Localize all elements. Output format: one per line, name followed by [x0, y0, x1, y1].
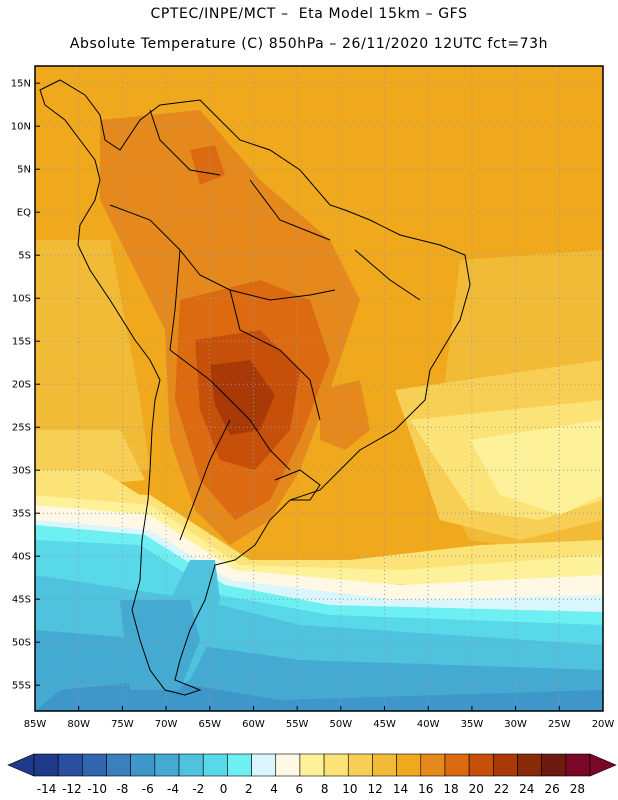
- colorbar-swatch: [202, 753, 228, 777]
- colorbar-label: 16: [418, 782, 433, 796]
- colorbar-label: 24: [519, 782, 534, 796]
- colorbar-label: -8: [116, 782, 128, 796]
- colorbar-label: 22: [494, 782, 509, 796]
- colorbar-label: 12: [368, 782, 383, 796]
- lat-label: 10N: [11, 122, 31, 133]
- lon-label: 65W: [198, 719, 221, 730]
- colorbar-swatch: [396, 753, 422, 777]
- longitude-labels: 85W 80W 75W 70W 65W 60W 55W 50W 45W 40W 35W 30W 25W 2…: [24, 706, 615, 730]
- colorbar-swatch: [420, 753, 446, 777]
- lat-label: 25S: [12, 423, 31, 434]
- colorbar-swatch: [444, 753, 470, 777]
- colorbar-swatch: [154, 753, 180, 777]
- lon-label: 70W: [155, 719, 178, 730]
- lat-label: 30S: [12, 466, 31, 477]
- lat-label: EQ: [17, 208, 31, 219]
- lat-label: 55S: [12, 681, 31, 692]
- lat-label: 5S: [18, 251, 31, 262]
- lat-label: 45S: [12, 595, 31, 606]
- lat-label: 35S: [12, 509, 31, 520]
- colorbar-swatch: [493, 753, 518, 777]
- chart-title: CPTEC/INPE/MCT – Eta Model 15km – GFS: [150, 6, 468, 22]
- colorbar-label: 26: [544, 782, 559, 796]
- colorbar: -14 -12 -10 -8 -6 -4 -2 0 2 4 6 8 10 12 14 16 18 20 22 24 26…: [7, 753, 617, 796]
- colorbar-label: 0: [220, 782, 228, 796]
- colorbar-swatch: [227, 753, 252, 777]
- latitude-labels: 15N 10N 5N EQ 5S 10S 15S 20S 25S 30S 35S 40S 45S 50S 5…: [11, 79, 40, 692]
- map-frame: [34, 65, 604, 712]
- colorbar-swatch: [178, 753, 204, 777]
- colorbar-label: 2: [245, 782, 253, 796]
- colorbar-swatch: [323, 753, 349, 777]
- lon-label: 60W: [242, 719, 265, 730]
- temperature-map: 15N 10N 5N EQ 5S 10S 15S 20S 25S 30S 35S 40S 45S 50S 5…: [11, 65, 615, 730]
- colorbar-label: 8: [321, 782, 329, 796]
- lon-label: 75W: [111, 719, 134, 730]
- colorbar-label: -12: [62, 782, 82, 796]
- colorbar-label: 10: [342, 782, 357, 796]
- lon-label: 20W: [592, 719, 615, 730]
- lat-label: 50S: [12, 638, 31, 649]
- colorbar-swatch: [82, 753, 107, 777]
- chart-subtitle: Absolute Temperature (C) 850hPa – 26/11/…: [69, 36, 549, 52]
- colorbar-arrow-high: [589, 753, 617, 777]
- colorbar-swatch: [541, 753, 567, 777]
- colorbar-label: 20: [469, 782, 484, 796]
- colorbar-label: -2: [192, 782, 204, 796]
- colorbar-label: -6: [142, 782, 154, 796]
- lat-label: 15S: [12, 337, 31, 348]
- colorbar-swatch: [275, 753, 301, 777]
- lon-label: 30W: [504, 719, 527, 730]
- colorbar-label: -4: [167, 782, 179, 796]
- colorbar-swatch: [106, 753, 131, 777]
- colorbar-swatch: [468, 753, 494, 777]
- lon-label: 25W: [548, 719, 571, 730]
- colorbar-swatch: [372, 753, 397, 777]
- colorbar-swatch: [565, 753, 591, 777]
- lon-label: 85W: [24, 719, 47, 730]
- temperature-field: [35, 66, 603, 711]
- colorbar-label: 6: [296, 782, 304, 796]
- coastline: [39, 79, 471, 696]
- colorbar-label: -10: [87, 782, 107, 796]
- colorbar-swatch: [517, 753, 542, 777]
- lat-label: 5N: [17, 165, 31, 176]
- lat-label: 15N: [11, 79, 31, 90]
- lat-label: 40S: [12, 552, 31, 563]
- lat-label: 20S: [12, 380, 31, 391]
- colorbar-label: 14: [393, 782, 408, 796]
- lon-label: 55W: [286, 719, 309, 730]
- lon-label: 50W: [330, 719, 353, 730]
- colorbar-label: 28: [570, 782, 585, 796]
- colorbar-swatch: [251, 753, 277, 777]
- colorbar-label: 4: [270, 782, 278, 796]
- lon-label: 40W: [417, 719, 440, 730]
- colorbar-arrow-low: [7, 753, 35, 777]
- lat-label: 10S: [12, 294, 31, 305]
- colorbar-label: 18: [443, 782, 458, 796]
- colorbar-swatch: [33, 753, 59, 777]
- map-grid: [35, 66, 603, 711]
- colorbar-swatch: [299, 753, 325, 777]
- colorbar-label: -14: [37, 782, 57, 796]
- lon-label: 35W: [461, 719, 484, 730]
- colorbar-swatch: [130, 753, 156, 777]
- lon-label: 45W: [373, 719, 396, 730]
- lon-label: 80W: [67, 719, 90, 730]
- colorbar-swatch: [347, 753, 373, 777]
- colorbar-swatch: [57, 753, 83, 777]
